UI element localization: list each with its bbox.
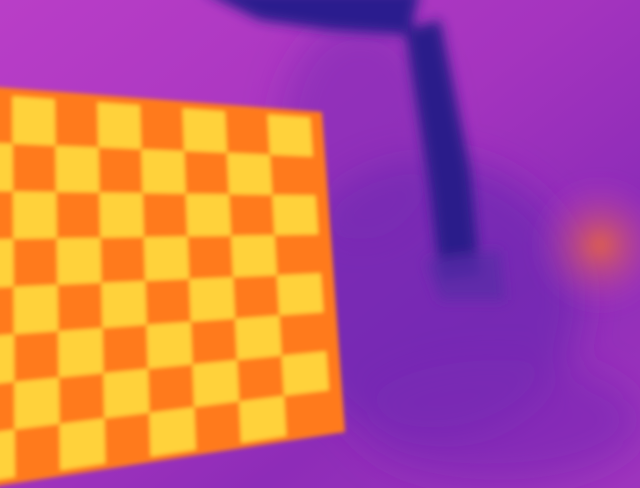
checker-square	[182, 108, 227, 153]
checker-square	[272, 194, 319, 236]
checker-square	[227, 152, 273, 195]
checker-square	[141, 149, 186, 194]
checker-square	[281, 351, 329, 396]
checker-square	[235, 315, 282, 360]
checker-square	[185, 193, 232, 237]
checker-square	[56, 237, 102, 285]
checker-square	[149, 407, 196, 457]
checker-square	[192, 360, 240, 408]
checker-square	[146, 321, 193, 369]
checker-square-edge	[0, 143, 13, 192]
checker-square	[239, 395, 287, 443]
checker-square	[189, 277, 236, 322]
checker-square	[267, 114, 313, 157]
checkerboard-target	[0, 87, 345, 486]
checker-square	[59, 418, 106, 471]
checker-square	[55, 145, 100, 193]
checker-square	[12, 96, 56, 146]
checker-square-edge	[0, 429, 15, 480]
checker-square	[97, 102, 142, 150]
cold-pole	[220, 0, 505, 300]
checker-square	[143, 236, 190, 281]
checker-square-edge	[0, 334, 15, 384]
checker-square	[13, 284, 59, 335]
checker-square	[101, 280, 147, 328]
cool-regions	[280, 20, 640, 480]
checker-square	[58, 328, 104, 378]
checker-square	[14, 377, 60, 430]
checker-square	[13, 191, 57, 239]
checker-square	[276, 273, 324, 316]
checker-square	[103, 368, 150, 419]
checker-square-edge	[0, 239, 14, 288]
checker-square	[99, 192, 144, 238]
warm-hotspot	[530, 175, 640, 315]
checker-square	[231, 235, 277, 278]
